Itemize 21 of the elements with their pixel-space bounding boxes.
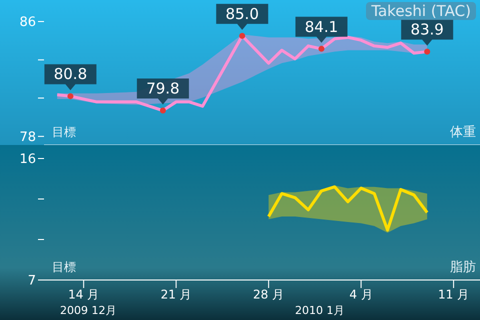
- x-tick-label: 28 月: [253, 288, 284, 302]
- y-tick-label: 86: [19, 15, 36, 30]
- x-tick-label: 21 月: [160, 288, 192, 302]
- data-label: 84.1: [304, 18, 338, 36]
- x-tick-label: 11 月: [438, 288, 470, 302]
- x-tick-label: 14 月: [68, 288, 100, 302]
- y-axis-title: 脂肪: [450, 259, 476, 276]
- text: 2009 12月: [60, 303, 116, 318]
- data-label: 83.9: [410, 20, 444, 39]
- data-label: 80.8: [54, 65, 88, 84]
- annotation: 目標: [52, 124, 76, 141]
- data-label: 85.0: [225, 4, 259, 23]
- text: 2010 1月: [295, 303, 344, 318]
- x-tick-label: 4 月: [349, 288, 373, 302]
- y-tick-label: 7: [28, 274, 36, 289]
- y-tick-label: 78: [19, 130, 36, 145]
- annotation: 目標: [52, 259, 76, 276]
- chart-title: Takeshi (TAC): [366, 2, 476, 20]
- y-axis-title: 体重: [450, 124, 476, 141]
- y-tick-label: 16: [19, 152, 36, 168]
- data-label: 79.8: [146, 80, 180, 98]
